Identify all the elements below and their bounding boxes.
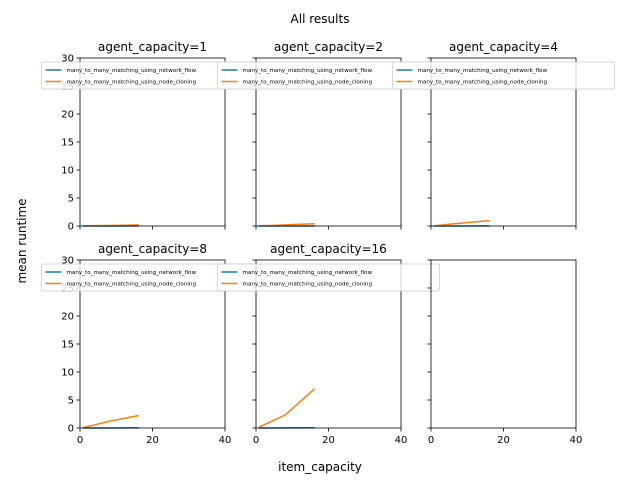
legend-label: many_to_many_matching_using_node_cloning <box>243 282 373 288</box>
x-tick-label: 40 <box>570 435 583 446</box>
series-line-node-cloning <box>433 219 490 227</box>
x-tick-label: 20 <box>146 435 159 446</box>
legend-label: many_to_many_matching_using_node_cloning <box>418 80 548 86</box>
subplot-2: agent_capacity=2 many_to_many_matching_us… <box>217 40 440 230</box>
y-tick-label: 0 <box>68 222 74 233</box>
figure-ylabel: mean runtime <box>15 198 29 283</box>
y-tick-label: 30 <box>61 54 74 65</box>
subplot-title: agent_capacity=1 <box>98 40 207 54</box>
y-tick-label: 20 <box>61 110 74 121</box>
series-line-node-cloning <box>82 414 139 429</box>
y-tick-label: 15 <box>61 138 74 149</box>
subplot-1: 051015202530agent_capacity=1many_to_many… <box>41 40 264 233</box>
x-tick-label: 20 <box>322 435 335 446</box>
x-tick-label: 0 <box>77 435 83 446</box>
y-tick-label: 5 <box>68 396 74 407</box>
legend-label: many_to_many_matching_using_node_cloning <box>67 282 197 288</box>
legend-label: many_to_many_matching_using_network_flow <box>418 68 548 74</box>
x-tick-label: 20 <box>497 435 510 446</box>
subplot-title: agent_capacity=4 <box>449 40 558 54</box>
legend: many_to_many_matching_using_network_flow… <box>41 263 264 292</box>
legend-label: many_to_many_matching_using_network_flow <box>243 68 373 74</box>
subplot-title: agent_capacity=8 <box>98 242 207 256</box>
legend: many_to_many_matching_using_network_flow… <box>392 61 615 90</box>
legend-label: many_to_many_matching_using_node_cloning <box>243 80 373 86</box>
legend-label: many_to_many_matching_using_network_flow <box>67 270 197 276</box>
subplot-grid: 051015202530agent_capacity=1many_to_many… <box>41 40 615 446</box>
legend-label: many_to_many_matching_using_network_flow <box>243 270 373 276</box>
subplot-3: agent_capacity=4 many_to_many_matching_us… <box>392 40 615 230</box>
y-tick-label: 15 <box>61 340 74 351</box>
subplot-4: 05101520253002040agent_capacity=8many_to… <box>41 242 264 446</box>
legend-box <box>392 61 615 90</box>
legend-box <box>217 263 440 292</box>
plot-frame <box>430 259 577 429</box>
subplot-5: 0 20 40 agent_capacity=16 many_to_many_match… <box>217 242 440 446</box>
x-tick-label: 0 <box>253 435 259 446</box>
y-tick-label: 10 <box>61 166 74 177</box>
legend: many_to_many_matching_using_network_flow… <box>41 61 264 90</box>
x-tick-label: 40 <box>219 435 232 446</box>
y-tick-label: 5 <box>68 194 74 205</box>
subplot-title: agent_capacity=2 <box>274 40 383 54</box>
y-tick-label: 30 <box>61 256 74 267</box>
legend-label: many_to_many_matching_using_network_flow <box>67 68 197 74</box>
series-line-node-cloning <box>258 388 316 428</box>
figure-title: All results <box>291 12 350 26</box>
subplot-6: 0 20 40 <box>427 259 583 446</box>
figure-xlabel: item_capacity <box>278 460 362 474</box>
y-tick-label: 10 <box>61 368 74 379</box>
y-tick-label: 20 <box>61 312 74 323</box>
x-tick-label: 0 <box>428 435 434 446</box>
subplot-title: agent_capacity=16 <box>270 242 387 256</box>
x-tick-label: 40 <box>395 435 408 446</box>
legend-label: many_to_many_matching_using_node_cloning <box>67 80 197 86</box>
y-tick-label: 0 <box>68 424 74 435</box>
legend: many_to_many_matching_using_network_flow… <box>217 263 440 292</box>
